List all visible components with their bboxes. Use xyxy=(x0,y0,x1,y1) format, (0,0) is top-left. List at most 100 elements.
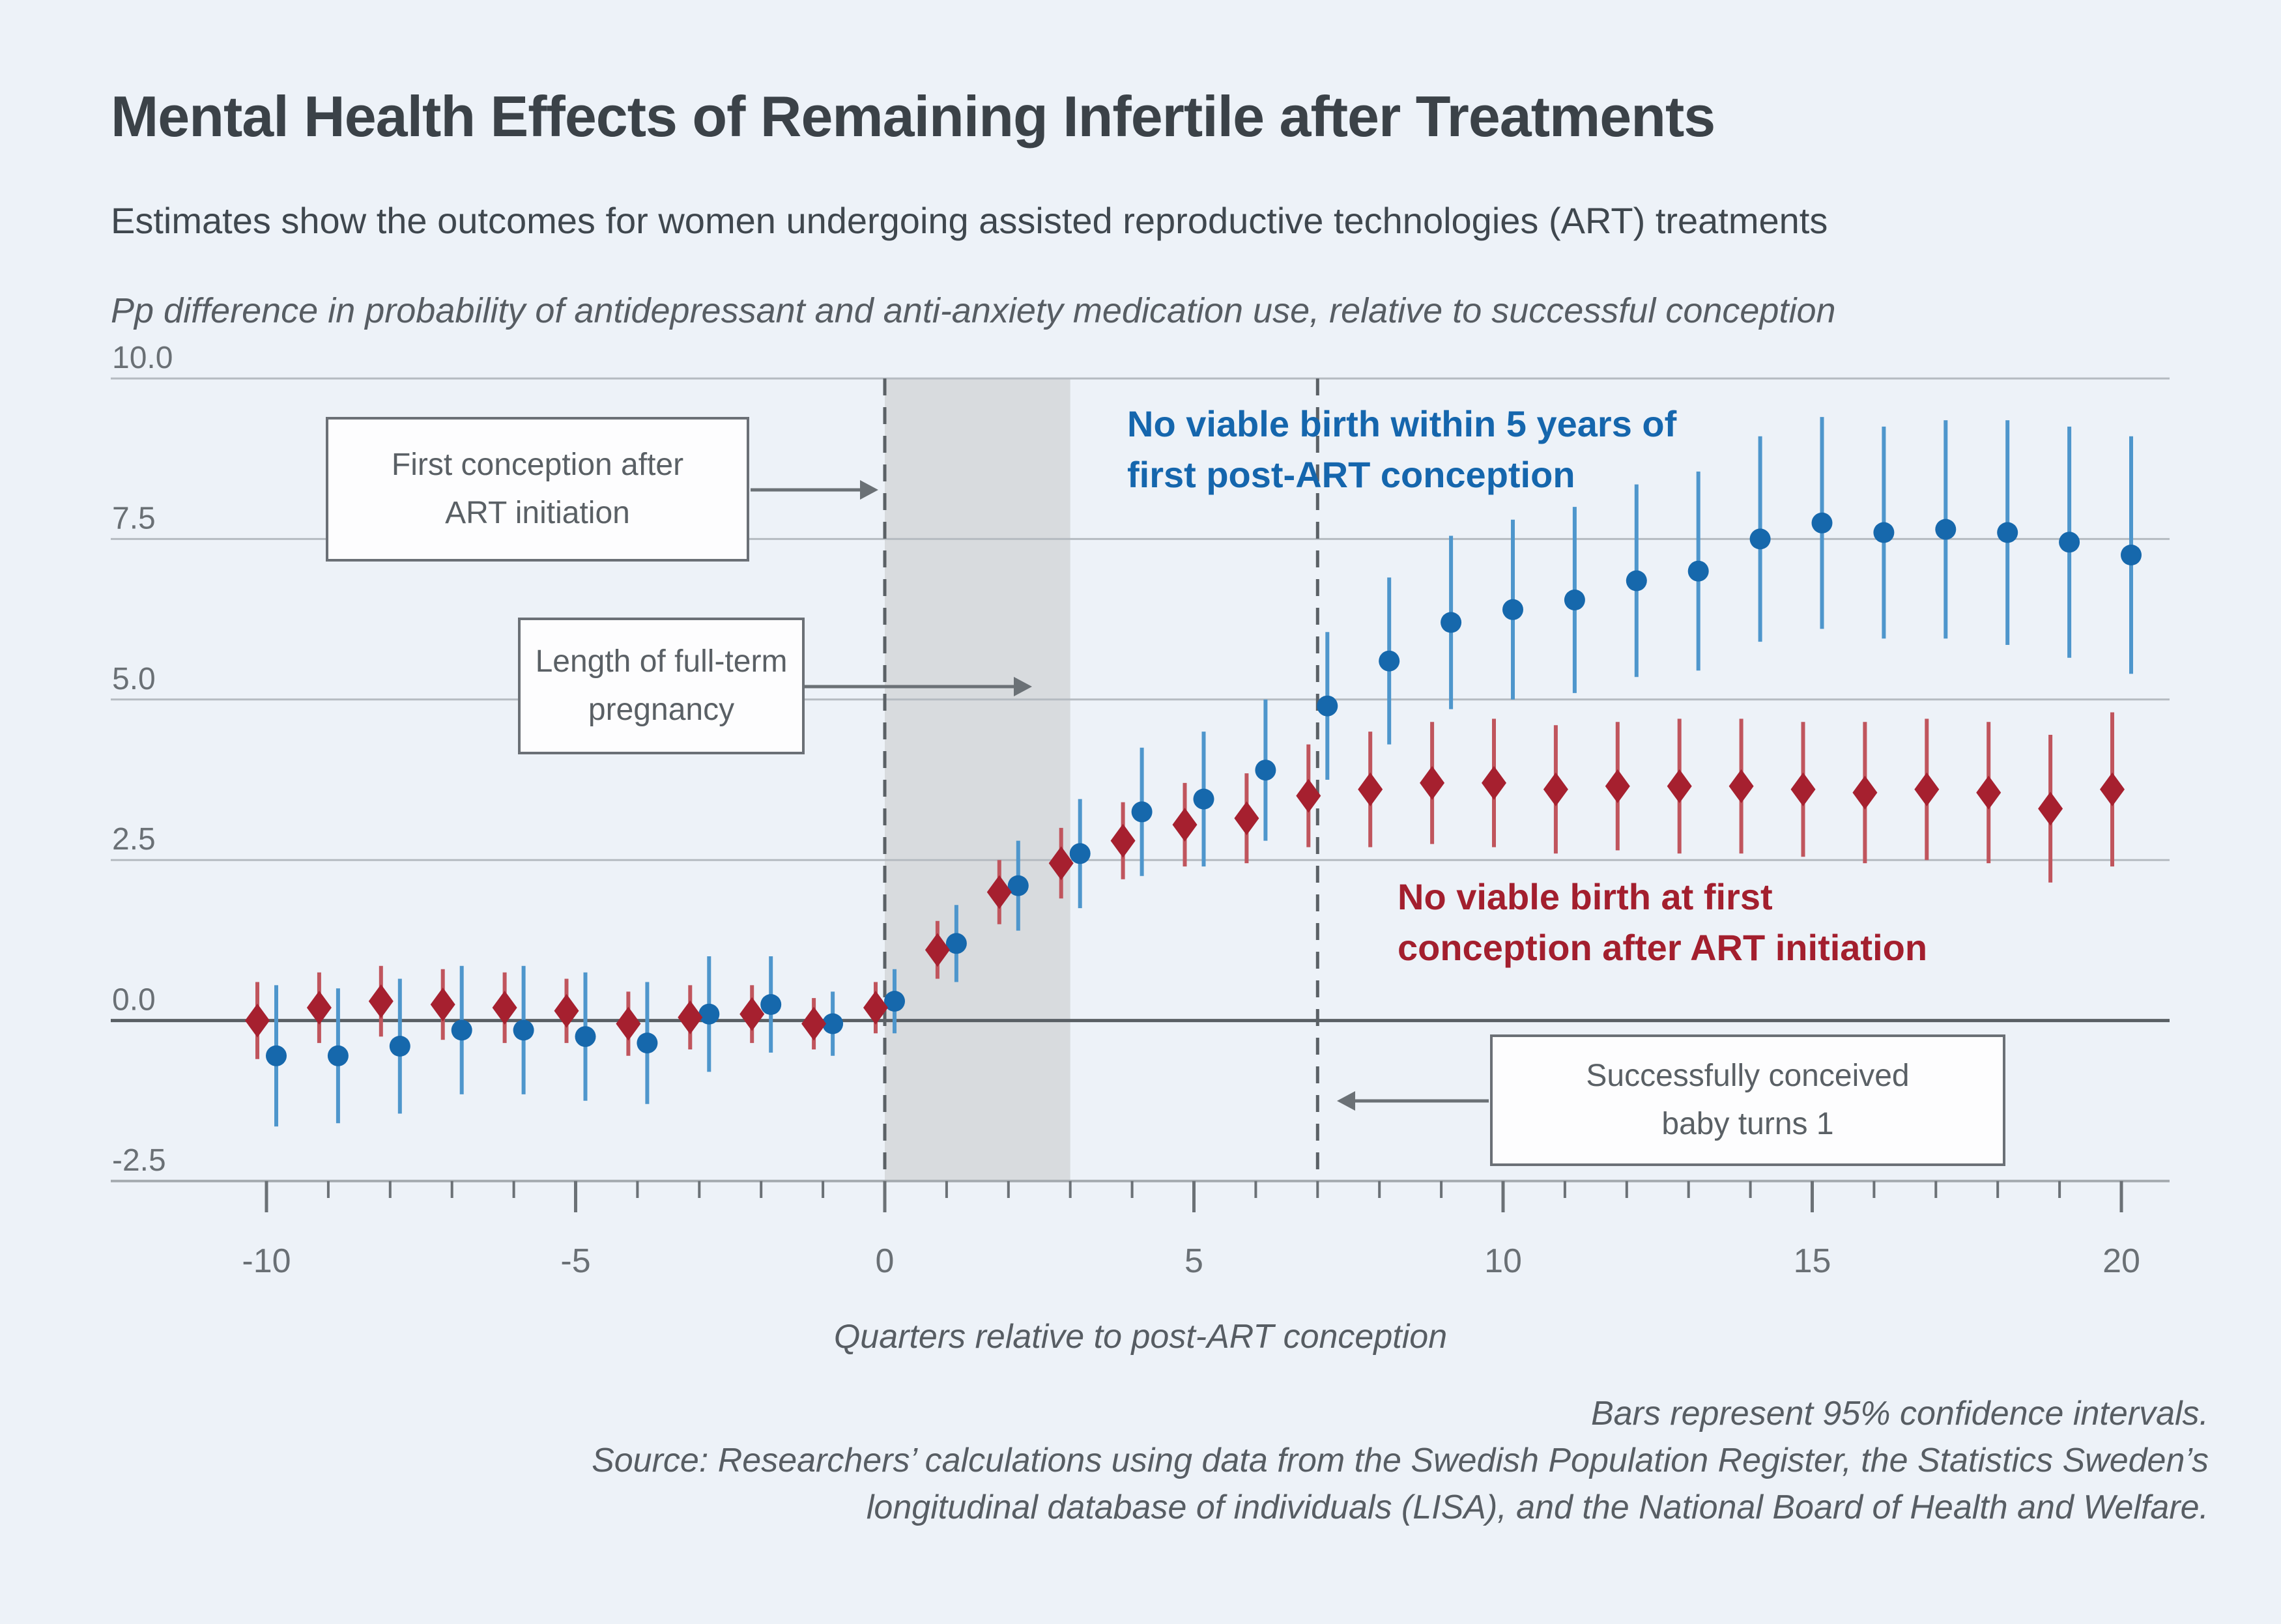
y-axis-caption: Pp difference in probability of antidepr… xyxy=(111,291,1836,330)
data-point xyxy=(760,994,782,1015)
data-point xyxy=(1564,590,1585,610)
data-point xyxy=(1131,801,1153,823)
data-point xyxy=(1811,512,1833,534)
annotation-line: pregnancy xyxy=(588,692,735,727)
data-point xyxy=(1502,599,1523,620)
y-tick-label: 5.0 xyxy=(112,662,156,696)
data-point xyxy=(822,1013,844,1034)
series-circle xyxy=(266,417,2142,1127)
data-point xyxy=(1790,772,1816,806)
data-point xyxy=(1048,846,1074,881)
data-point xyxy=(1935,519,1957,540)
data-point xyxy=(430,988,455,1021)
data-point xyxy=(368,984,394,1018)
data-point xyxy=(451,1019,472,1041)
data-point xyxy=(389,1036,410,1057)
data-point xyxy=(863,990,888,1025)
footer-source-line: Source: Researchers’ calculations using … xyxy=(592,1442,2209,1479)
data-point xyxy=(1172,808,1198,842)
footer-note: Bars represent 95% confidence intervals. xyxy=(1590,1395,2209,1432)
data-point xyxy=(801,1006,827,1041)
annotation-pregnancy-length: Length of full-term pregnancy xyxy=(518,618,805,754)
x-tick-label: 15 xyxy=(1794,1242,1831,1280)
data-point xyxy=(986,875,1012,909)
series-label-no-birth-5-years: No viable birth within 5 years of first … xyxy=(1127,399,1676,500)
data-point xyxy=(2121,545,2142,565)
data-point xyxy=(245,1003,270,1038)
data-point xyxy=(1997,522,2018,543)
data-point xyxy=(1667,769,1692,803)
series-label-no-birth-first-conception: No viable birth at first conception afte… xyxy=(1398,872,1927,973)
data-point xyxy=(1914,772,1940,806)
x-tick-label: -5 xyxy=(560,1242,590,1280)
data-point xyxy=(1852,775,1878,810)
annotation-arrowhead xyxy=(860,480,878,500)
x-tick-label: -10 xyxy=(242,1242,291,1280)
data-point xyxy=(306,990,332,1025)
data-point xyxy=(1379,650,1400,672)
data-point xyxy=(739,997,765,1031)
data-point xyxy=(2100,772,2125,806)
annotation-first-conception: First conception after ART initiation xyxy=(326,417,749,562)
data-point xyxy=(1441,612,1462,633)
data-point xyxy=(1255,760,1276,781)
data-point xyxy=(1605,769,1630,803)
data-point xyxy=(554,993,579,1028)
data-point xyxy=(1007,875,1029,896)
x-tick-label: 20 xyxy=(2102,1242,2140,1280)
series-label-line: conception after ART initiation xyxy=(1398,927,1928,968)
data-point xyxy=(575,1026,596,1047)
series-label-line: No viable birth at first xyxy=(1398,876,1773,917)
chart-title: Mental Health Effects of Remaining Infer… xyxy=(111,84,1715,149)
data-point xyxy=(1193,788,1214,810)
data-point xyxy=(1626,570,1647,591)
data-point xyxy=(1687,560,1709,582)
data-point xyxy=(327,1045,349,1066)
data-point xyxy=(2038,791,2063,826)
data-point xyxy=(884,991,905,1012)
annotation-arrowhead xyxy=(1337,1091,1355,1111)
series-diamond xyxy=(245,712,2125,1059)
data-point xyxy=(1420,765,1445,800)
data-point xyxy=(698,1003,720,1025)
data-point xyxy=(925,933,950,967)
data-point xyxy=(492,990,517,1025)
data-point xyxy=(616,1006,641,1041)
annotation-line: ART initiation xyxy=(445,496,630,530)
data-point xyxy=(1976,775,2001,810)
data-point xyxy=(1317,695,1338,717)
x-tick-label: 5 xyxy=(1184,1242,1203,1280)
data-point xyxy=(1069,843,1091,864)
data-point xyxy=(1234,801,1259,836)
annotation-arrowhead xyxy=(1014,677,1032,696)
annotation-baby-turns-1: Successfully conceived baby turns 1 xyxy=(1490,1034,2005,1166)
data-point xyxy=(1543,772,1568,806)
x-axis-title: Quarters relative to post-ART conception xyxy=(833,1318,1448,1356)
data-point xyxy=(945,933,967,954)
y-tick-label: 2.5 xyxy=(112,822,156,857)
y-tick-label: 7.5 xyxy=(112,501,156,535)
data-point xyxy=(513,1019,534,1041)
data-point xyxy=(1729,769,1754,803)
y-tick-label: 10.0 xyxy=(112,341,173,375)
pregnancy-band xyxy=(885,378,1070,1181)
data-point xyxy=(1296,778,1321,813)
x-tick-label: 0 xyxy=(876,1242,895,1280)
y-tick-label: -2.5 xyxy=(112,1143,166,1178)
chart-subtitle: Estimates show the outcomes for women un… xyxy=(111,200,1828,241)
x-tick-label: 10 xyxy=(1484,1242,1522,1280)
footer-source-line: longitudinal database of individuals (LI… xyxy=(866,1489,2209,1526)
series-label-line: No viable birth within 5 years of xyxy=(1127,403,1677,444)
data-point xyxy=(637,1033,658,1054)
annotation-line: baby turns 1 xyxy=(1661,1107,1834,1141)
data-point xyxy=(1110,823,1136,858)
series-label-line: first post-ART conception xyxy=(1127,454,1575,495)
annotation-line: Length of full-term xyxy=(535,644,788,679)
annotation-line: First conception after xyxy=(391,448,684,482)
footer-source-note: Bars represent 95% confidence intervals.… xyxy=(592,1390,2209,1531)
data-point xyxy=(266,1045,287,1066)
data-point xyxy=(1873,522,1895,543)
data-point xyxy=(2059,532,2080,553)
